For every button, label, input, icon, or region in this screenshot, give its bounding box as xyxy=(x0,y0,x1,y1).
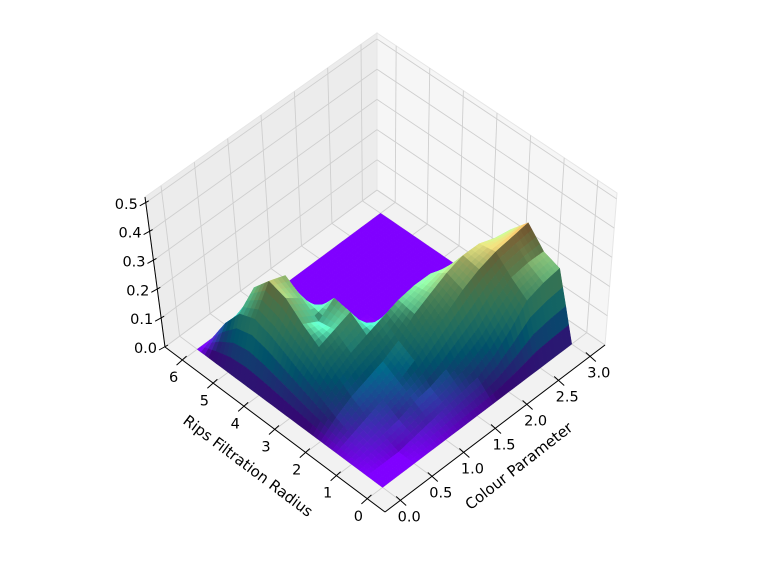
surface-facet xyxy=(378,481,387,488)
gridline-z-right xyxy=(376,129,610,287)
y-tick-label: 5 xyxy=(200,393,209,409)
x-tick-mark xyxy=(490,424,502,434)
z-tick-label: 0.2 xyxy=(126,283,149,299)
x-tick-label: 0.0 xyxy=(398,510,421,526)
x-tick-mark xyxy=(585,352,597,362)
tick-labels: 0 1 2 3 4 5 6 0.0 0.5 1.0 1.5 2.0 2.5 3.0 0.0 0.1 0.2 0.3… xyxy=(115,197,611,526)
gridline-y-wall xyxy=(426,68,431,225)
x-tick-label: 1.5 xyxy=(492,438,515,454)
gridline-z-left xyxy=(157,129,378,290)
z-tick-mark xyxy=(147,258,157,264)
gridline-y-wall xyxy=(586,180,599,333)
gridline-x-wall xyxy=(260,114,272,269)
gridline-x-wall xyxy=(227,138,241,292)
gridline-x-wall xyxy=(327,67,333,224)
gridline-z-left xyxy=(153,99,378,261)
x-tick-mark xyxy=(395,496,407,506)
gridline-z-right xyxy=(376,159,608,317)
x-tick-label: 2.0 xyxy=(524,414,547,430)
x-tick-label: 2.5 xyxy=(556,390,579,406)
gridline-x-wall xyxy=(293,91,302,246)
gridline-z-left xyxy=(164,189,378,348)
gridline-x-wall xyxy=(193,162,211,314)
y-tick-mark xyxy=(330,471,341,482)
gridline-z-left xyxy=(149,68,378,232)
gridline-z-left xyxy=(145,38,378,204)
y-tick-label: 0 xyxy=(354,509,363,525)
z-tick-mark xyxy=(151,286,161,293)
surface xyxy=(196,213,572,488)
z-tick-label: 0.3 xyxy=(122,255,145,271)
z-tick-mark xyxy=(158,344,169,351)
x-tick-label: 3.0 xyxy=(587,366,610,382)
y-tick-mark xyxy=(237,402,249,412)
x-tick-label: 1.0 xyxy=(461,462,484,478)
x-tick-mark xyxy=(553,376,565,386)
z-tick-label: 0.5 xyxy=(115,197,138,213)
gridline-z-right xyxy=(376,68,615,229)
x-tick-mark xyxy=(427,472,439,482)
gridline-x-wall xyxy=(160,185,181,337)
y-tick-mark xyxy=(176,355,187,366)
gridline-z-right xyxy=(376,99,613,258)
gridline-x-wall xyxy=(360,44,363,201)
z-tick-label: 0.0 xyxy=(134,341,157,357)
y-tick-label: 6 xyxy=(169,370,178,386)
z-tick-mark xyxy=(139,200,150,207)
y-tick-mark xyxy=(299,448,311,458)
x-tick-mark xyxy=(459,448,470,458)
z-tick-mark xyxy=(143,229,153,236)
z-axis-line xyxy=(144,196,166,348)
gridline-y-wall xyxy=(394,45,397,203)
x-tick-label: 0.5 xyxy=(429,486,452,502)
axes-lines xyxy=(139,196,606,513)
y-tick-label: 2 xyxy=(292,463,301,479)
y-tick-label: 4 xyxy=(231,416,240,432)
gridline-y-wall xyxy=(458,90,464,246)
gridline-z-left xyxy=(160,159,378,319)
gridline-z-right xyxy=(376,38,617,200)
y-tick-label: 1 xyxy=(323,486,332,502)
y-tick-mark xyxy=(361,494,372,505)
z-tick-label: 0.4 xyxy=(119,226,142,242)
z-tick-mark xyxy=(154,315,165,322)
y-tick-label: 3 xyxy=(261,440,270,456)
x-tick-mark xyxy=(522,400,533,410)
y-tick-mark xyxy=(207,378,218,389)
z-tick-label: 0.1 xyxy=(130,312,153,328)
y-tick-mark xyxy=(268,425,280,435)
